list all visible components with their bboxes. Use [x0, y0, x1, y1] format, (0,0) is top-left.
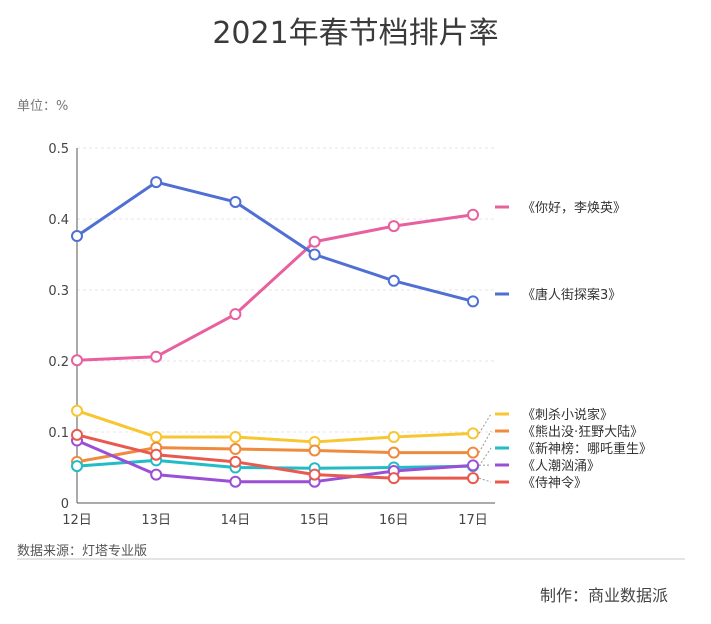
legend-label: 《熊出没·狂野大陆》: [522, 424, 643, 440]
source-note: 数据来源：灯塔专业版: [17, 544, 148, 559]
data-point: [308, 248, 321, 261]
data-point: [308, 235, 321, 248]
series-layer: [71, 176, 479, 488]
data-point: [308, 444, 321, 457]
legend-layer: 《你好，李焕英》《唐人街探案3》《刺杀小说家》《熊出没·狂野大陆》《新神榜：哪吒…: [478, 201, 652, 491]
data-point: [387, 220, 400, 233]
legend-label: 《人潮汹涌》: [522, 459, 600, 474]
data-point: [229, 195, 242, 208]
data-point: [71, 354, 83, 367]
data-point: [150, 468, 163, 481]
data-point: [229, 308, 242, 321]
y-tick-label: 0: [61, 497, 69, 512]
y-tick-label: 0.4: [48, 213, 69, 228]
series-line: [76, 180, 474, 303]
data-point: [229, 443, 242, 456]
data-point: [150, 430, 163, 443]
data-point: [467, 472, 479, 485]
y-tick-label: 0.3: [48, 284, 69, 299]
line-chart: 0 0.1 0.2 0.3 0.4 0.5 12日 13日 14日 15日 16日 17日 《你好，李…: [48, 142, 652, 528]
data-point: [467, 446, 479, 459]
data-point: [467, 208, 479, 221]
data-point: [387, 274, 400, 287]
legend-label: 《你好，李焕英》: [522, 201, 626, 216]
footer-divider: [17, 558, 685, 560]
chart-title: 2021年春节档排片率: [212, 16, 499, 51]
legend-label: 《唐人街探案3》: [522, 287, 621, 303]
data-point: [71, 404, 83, 417]
series-line: [76, 433, 473, 480]
data-point: [71, 460, 83, 473]
data-point: [387, 446, 400, 459]
legend-connector: [478, 413, 492, 434]
data-point: [71, 428, 83, 441]
y-tick-label: 0.5: [48, 142, 69, 157]
data-point: [229, 475, 242, 488]
credit-text: 制作：商业数据派: [540, 586, 669, 605]
series-line: [76, 409, 474, 444]
x-tick-label: 15日: [300, 513, 330, 528]
legend-connector: [478, 430, 492, 453]
y-tick-label: 0.2: [48, 355, 69, 370]
series-line: [76, 213, 474, 362]
data-point: [467, 295, 479, 308]
data-point: [387, 430, 400, 443]
data-point: [150, 350, 163, 363]
data-point: [467, 459, 479, 472]
x-tick-label: 13日: [141, 513, 171, 528]
legend-connector: [478, 447, 492, 467]
data-point: [229, 455, 242, 468]
x-tick-label: 12日: [62, 513, 92, 528]
data-point: [467, 427, 479, 440]
axis-layer: 0 0.1 0.2 0.3 0.4 0.5 12日 13日 14日 15日 16日 17日: [48, 142, 495, 528]
data-point: [150, 448, 163, 461]
y-tick-label: 0.1: [48, 426, 69, 441]
unit-label: 单位：%: [17, 99, 69, 114]
data-point: [308, 468, 321, 481]
data-point: [71, 230, 83, 243]
data-point: [150, 176, 163, 189]
x-tick-label: 17日: [458, 513, 488, 528]
data-point: [229, 430, 242, 443]
legend-label: 《刺杀小说家》: [522, 407, 613, 423]
data-point: [387, 472, 400, 485]
legend-connector: [478, 477, 492, 483]
legend-label: 《侍神令》: [522, 476, 587, 491]
series-line: [76, 439, 474, 484]
x-tick-label: 14日: [221, 513, 251, 528]
x-tick-label: 16日: [379, 513, 409, 528]
legend-label: 《新神榜：哪吒重生》: [522, 441, 652, 457]
